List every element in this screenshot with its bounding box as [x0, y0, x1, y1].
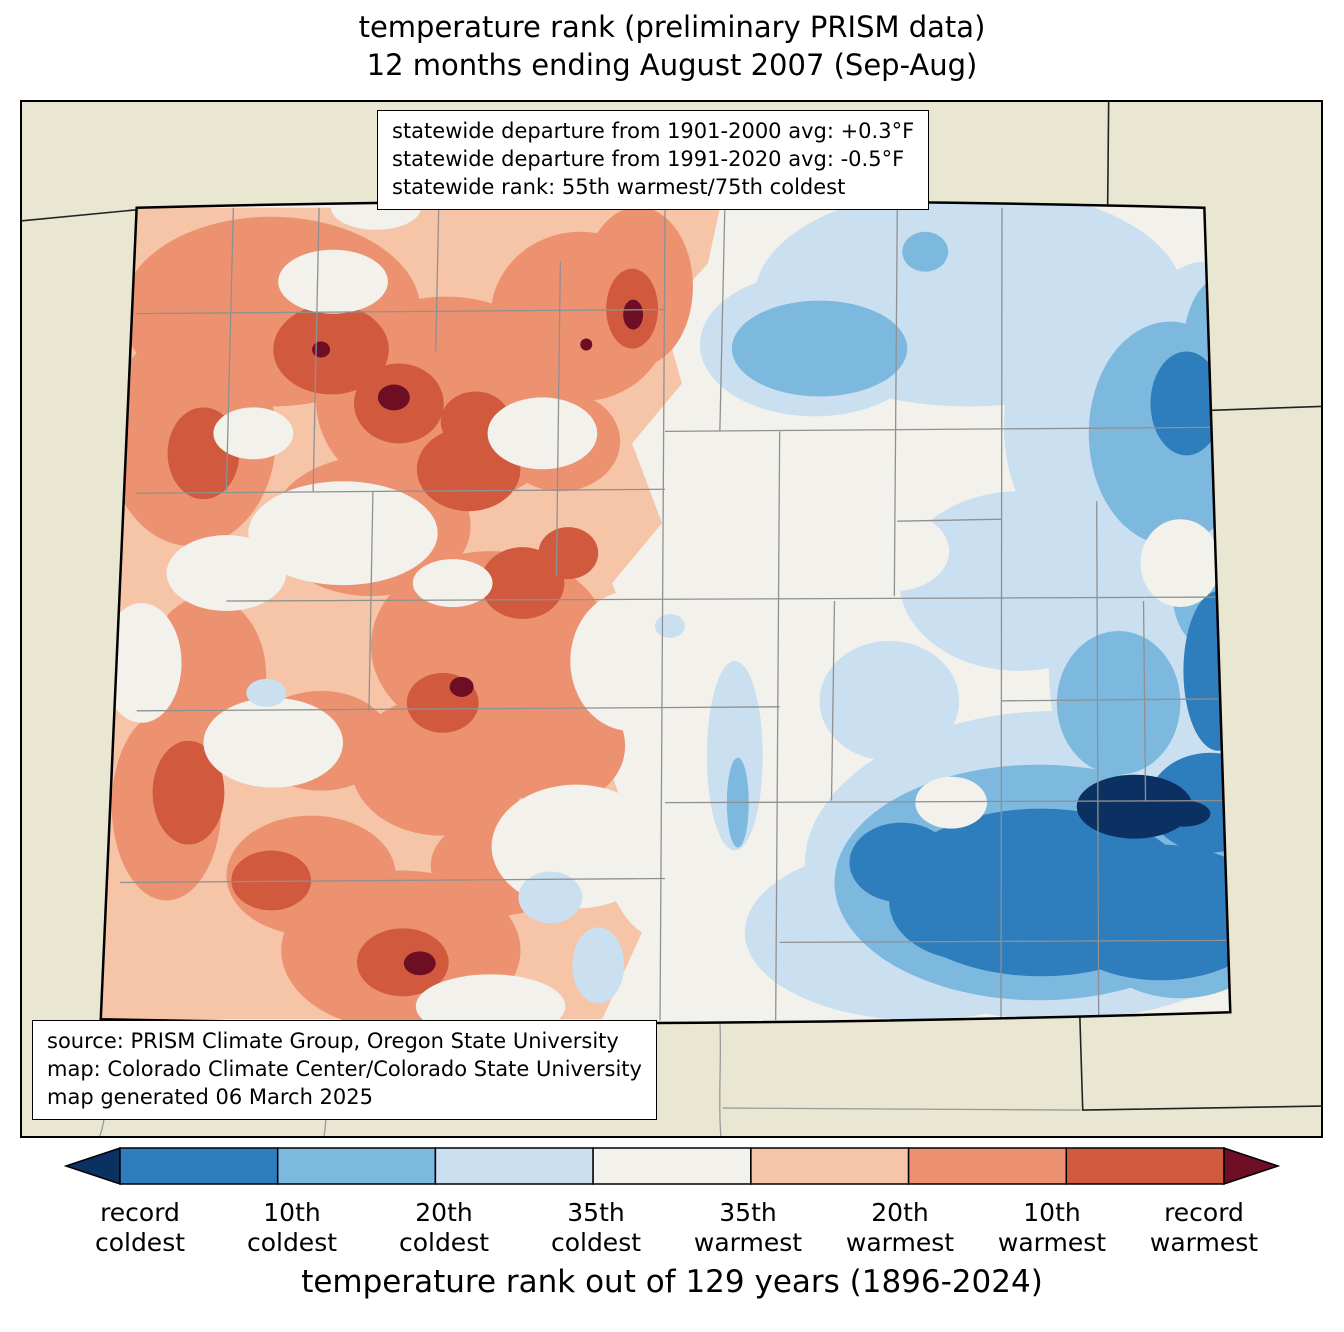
colorado-temperature-rank-map — [22, 102, 1321, 1136]
colorbar-segment-5 — [750, 1147, 910, 1185]
source-line-3: map generated 06 March 2025 — [47, 1085, 374, 1110]
temperature-field — [100, 200, 1231, 1024]
legend-label-20th-warmest: 20th warmest — [845, 1198, 955, 1257]
legend-label-35th-warmest: 35th warmest — [693, 1198, 803, 1257]
colorbar — [64, 1146, 1280, 1186]
title-line-1: temperature rank (preliminary PRISM data… — [358, 10, 986, 44]
colorbar-segment-2 — [276, 1147, 437, 1185]
colorbar-arrow-record-warmest — [1223, 1146, 1280, 1186]
legend-label-record-warmest: record warmest — [1149, 1198, 1259, 1257]
source-box: source: PRISM Climate Group, Oregon Stat… — [32, 1020, 657, 1120]
neutral-patches-west — [101, 200, 728, 1024]
legend-labels: record coldest 10th coldest 20th coldest… — [64, 1198, 1280, 1257]
neighbor-state-borders — [22, 102, 1321, 1111]
legend-label-35th-coldest: 35th coldest — [550, 1198, 642, 1257]
colorbar-segment-6 — [907, 1147, 1068, 1185]
county-borders — [119, 207, 1229, 1021]
record-cold-blob — [1076, 774, 1211, 839]
legend-label-20th-coldest: 20th coldest — [398, 1198, 490, 1257]
colorbar-segment-4 — [592, 1147, 752, 1185]
colorbar-segment-1 — [119, 1147, 279, 1185]
stats-line-1: statewide departure from 1901-2000 avg: … — [392, 119, 915, 143]
stats-line-2: statewide departure from 1991-2020 avg: … — [392, 146, 905, 171]
legend-label-10th-warmest: 10th warmest — [997, 1198, 1107, 1257]
legend-label-record-coldest: record coldest — [94, 1198, 186, 1257]
stats-line-3: statewide rank: 55th warmest/75th coldes… — [392, 174, 846, 199]
colorbar-arrow-record-coldest — [64, 1146, 121, 1186]
legend-label-10th-coldest: 10th coldest — [246, 1198, 338, 1257]
source-line-1: source: PRISM Climate Group, Oregon Stat… — [47, 1029, 619, 1054]
colorbar-segment-7 — [1065, 1147, 1225, 1185]
map-title: temperature rank (preliminary PRISM data… — [0, 8, 1344, 85]
source-line-2: map: Colorado Climate Center/Colorado St… — [47, 1057, 642, 1082]
stats-box: statewide departure from 1901-2000 avg: … — [377, 110, 930, 210]
cold-10th-blobs — [849, 351, 1231, 981]
colorbar-segment-3 — [434, 1147, 594, 1185]
legend-caption: temperature rank out of 129 years (1896-… — [301, 1264, 1043, 1300]
title-line-2: 12 months ending August 2007 (Sep-Aug) — [366, 48, 978, 83]
map-panel: statewide departure from 1901-2000 avg: … — [20, 100, 1323, 1138]
